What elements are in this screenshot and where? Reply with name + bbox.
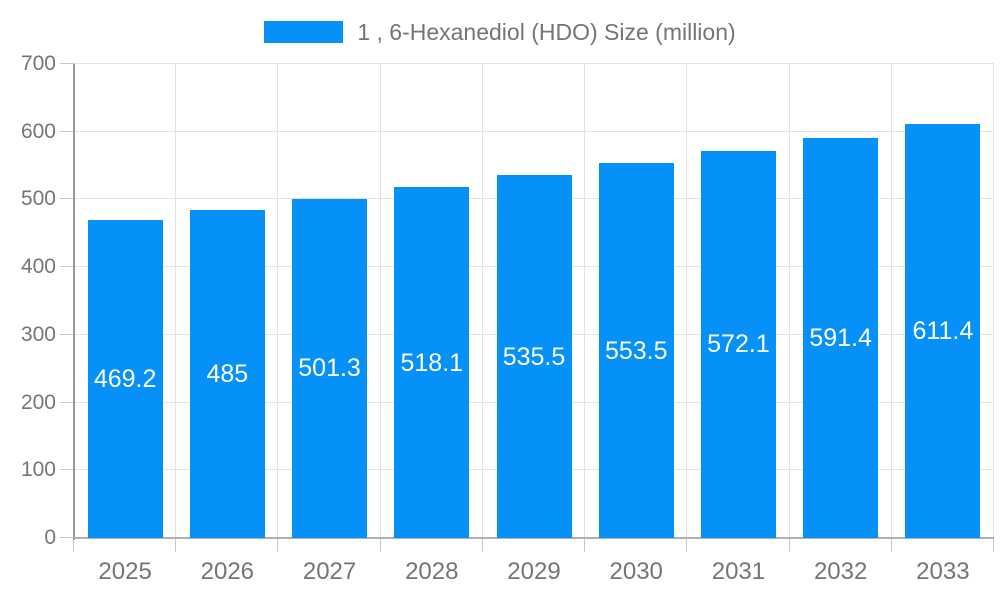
y-axis-label: 500 bbox=[20, 187, 56, 211]
x-axis-label: 2027 bbox=[302, 558, 357, 585]
gridline-vertical bbox=[584, 64, 586, 538]
bar[interactable] bbox=[905, 123, 981, 538]
gridline-vertical bbox=[379, 64, 381, 538]
gridline-vertical bbox=[788, 64, 790, 538]
x-axis-tick bbox=[175, 538, 177, 552]
gridline-vertical bbox=[481, 64, 483, 538]
x-axis-tick bbox=[788, 538, 790, 552]
bar-value-label: 501.3 bbox=[298, 354, 361, 383]
legend-label: 1 , 6-Hexanediol (HDO) Size (million) bbox=[357, 18, 736, 45]
y-axis-label: 100 bbox=[20, 458, 56, 482]
gridline-vertical bbox=[890, 64, 892, 538]
y-axis-tick bbox=[60, 63, 74, 64]
bar[interactable] bbox=[803, 137, 879, 538]
x-axis-label: 2029 bbox=[507, 558, 561, 585]
gridline-horizontal bbox=[74, 130, 994, 132]
bar-value-label: 611.4 bbox=[912, 316, 974, 345]
bar[interactable] bbox=[598, 163, 674, 538]
y-axis-label: 0 bbox=[44, 526, 56, 549]
y-axis-tick bbox=[60, 198, 74, 200]
bar[interactable] bbox=[189, 209, 265, 538]
bar-value-label: 591.4 bbox=[809, 323, 872, 352]
bar-value-label: 572.1 bbox=[707, 330, 770, 359]
x-axis-label: 2026 bbox=[200, 558, 255, 585]
x-axis-tick bbox=[584, 538, 586, 552]
bar-value-label: 485 bbox=[206, 359, 249, 388]
x-axis-tick bbox=[379, 538, 381, 552]
y-axis-line bbox=[73, 64, 75, 540]
x-axis-label: 2025 bbox=[98, 558, 152, 585]
x-axis-label: 2030 bbox=[609, 558, 663, 585]
bar-value-label: 535.5 bbox=[502, 342, 566, 371]
y-axis-tick bbox=[60, 537, 74, 538]
y-axis-tick bbox=[60, 333, 74, 335]
x-axis-label: 2031 bbox=[711, 558, 766, 585]
gridline-horizontal bbox=[74, 63, 994, 64]
bar-value-label: 553.5 bbox=[604, 336, 668, 365]
gridline-vertical bbox=[175, 64, 177, 538]
gridline-vertical bbox=[277, 64, 279, 538]
x-axis-tick bbox=[277, 538, 279, 552]
bar[interactable] bbox=[292, 198, 368, 538]
y-axis-tick bbox=[60, 266, 74, 268]
y-axis-tick bbox=[60, 130, 74, 132]
y-axis-label: 700 bbox=[20, 52, 56, 75]
y-axis-label: 300 bbox=[20, 322, 56, 346]
bar[interactable] bbox=[496, 175, 572, 538]
legend[interactable]: 1 , 6-Hexanediol (HDO) Size (million) bbox=[0, 14, 1000, 50]
bar[interactable] bbox=[700, 150, 776, 538]
x-axis-tick bbox=[481, 538, 483, 552]
x-axis-label: 2032 bbox=[813, 558, 868, 585]
bar[interactable] bbox=[87, 220, 163, 538]
y-axis-label: 400 bbox=[20, 255, 56, 279]
x-axis-tick bbox=[993, 538, 994, 552]
y-axis-label: 600 bbox=[20, 119, 56, 143]
x-axis-label: 2033 bbox=[916, 558, 970, 585]
legend-swatch-icon bbox=[264, 21, 344, 43]
bar-value-label: 469.2 bbox=[93, 365, 157, 394]
x-axis-tick bbox=[73, 538, 74, 552]
bar[interactable] bbox=[394, 187, 470, 538]
x-axis-line bbox=[74, 537, 994, 539]
gridline-vertical bbox=[993, 64, 994, 538]
y-axis-label: 200 bbox=[20, 390, 56, 414]
bar-value-label: 518.1 bbox=[400, 348, 464, 377]
gridline-vertical bbox=[686, 64, 688, 538]
x-axis-tick bbox=[686, 538, 688, 552]
y-axis-tick bbox=[60, 469, 74, 471]
x-axis-tick bbox=[890, 538, 892, 552]
y-axis-tick bbox=[60, 401, 74, 403]
x-axis-label: 2028 bbox=[405, 558, 459, 585]
